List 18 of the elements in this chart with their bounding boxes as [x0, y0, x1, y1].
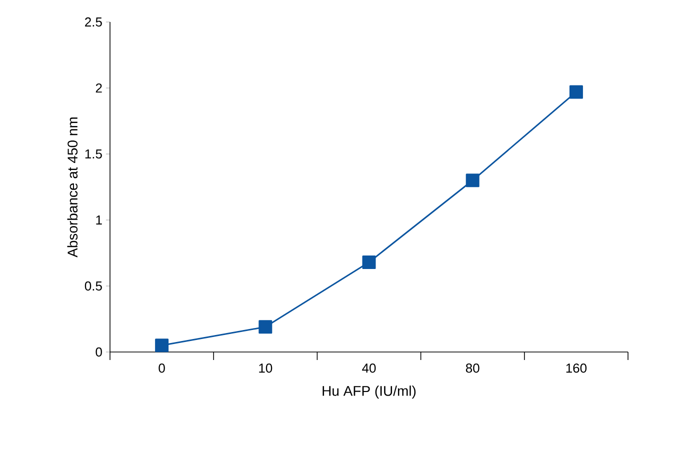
- y-tick-label: 0: [96, 347, 102, 357]
- point: [258, 320, 272, 334]
- x-tick-label: 0: [158, 364, 165, 373]
- x-axis-title: Hu AFP (IU/ml): [322, 386, 416, 399]
- y-tick-label: 1: [96, 216, 102, 224]
- point: [362, 255, 376, 269]
- y-tick-label: 0.5: [84, 281, 102, 291]
- y-tick-label: 2: [96, 83, 102, 93]
- point: [466, 174, 480, 188]
- y-axis-title: Absorbance at 450 nm: [67, 118, 78, 258]
- x-tick-label: 40: [362, 364, 376, 373]
- point: [569, 85, 583, 99]
- x-tick-label: 160: [566, 364, 587, 373]
- x-tick-label: 10: [259, 364, 272, 373]
- y-tick-label: 2.5: [85, 17, 102, 27]
- point: [155, 338, 169, 352]
- y-tick-label: 1.5: [85, 149, 102, 159]
- x-tick-label: 80: [466, 364, 480, 373]
